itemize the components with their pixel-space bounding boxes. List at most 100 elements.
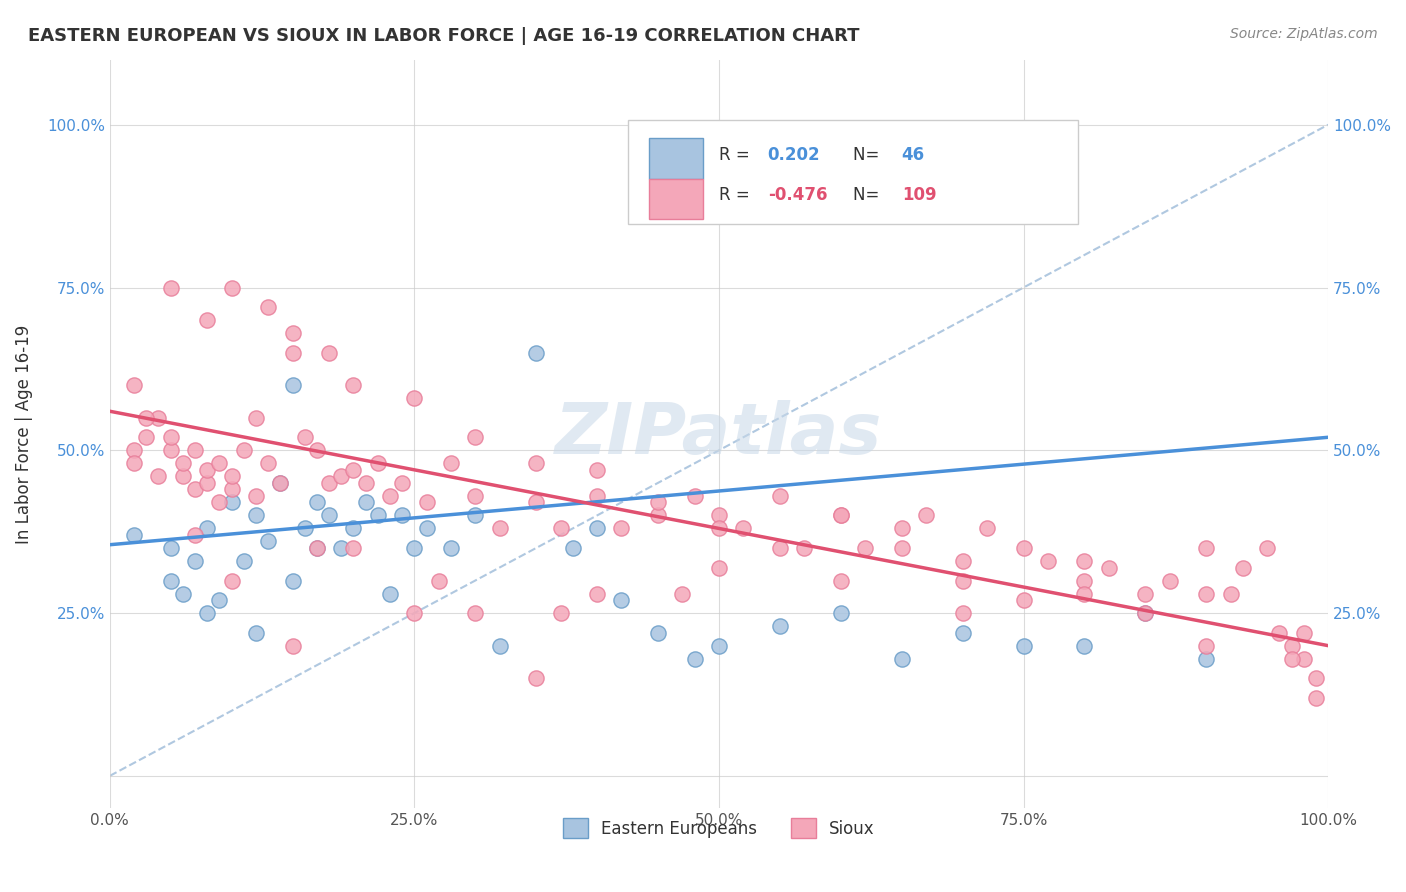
Point [184, 528, 207, 542]
Point [952, 574, 974, 588]
Point [952, 606, 974, 620]
Point [404, 391, 426, 405]
Point [853, 541, 876, 555]
Point [1135, 586, 1157, 600]
Point [148, 410, 170, 425]
Point [427, 574, 450, 588]
Point [733, 521, 755, 535]
Point [1073, 586, 1095, 600]
Point [257, 534, 280, 549]
Point [281, 574, 304, 588]
Point [391, 475, 413, 490]
Point [245, 489, 267, 503]
Point [135, 410, 157, 425]
Point [464, 489, 486, 503]
Text: Source: ZipAtlas.com: Source: ZipAtlas.com [1230, 27, 1378, 41]
Point [586, 521, 609, 535]
Point [976, 521, 998, 535]
Point [184, 443, 207, 458]
Point [208, 593, 231, 607]
Point [159, 541, 181, 555]
Point [221, 280, 243, 294]
Point [404, 606, 426, 620]
Point [159, 574, 181, 588]
Point [952, 625, 974, 640]
Point [610, 521, 633, 535]
Point [135, 430, 157, 444]
Point [221, 483, 243, 497]
Point [464, 430, 486, 444]
Point [1281, 639, 1303, 653]
Point [1195, 651, 1218, 665]
Point [769, 489, 792, 503]
Point [221, 469, 243, 483]
Point [586, 586, 609, 600]
Point [232, 443, 254, 458]
Text: R =: R = [718, 145, 755, 164]
Point [890, 521, 912, 535]
Text: 0.202: 0.202 [768, 145, 820, 164]
Y-axis label: In Labor Force | Age 16-19: In Labor Force | Age 16-19 [15, 325, 32, 543]
Point [404, 541, 426, 555]
Point [122, 528, 145, 542]
Point [122, 456, 145, 470]
Point [524, 345, 547, 359]
Point [1195, 586, 1218, 600]
Point [647, 508, 669, 523]
Point [195, 475, 218, 490]
Point [524, 671, 547, 685]
Point [159, 280, 181, 294]
Point [342, 463, 364, 477]
Point [1012, 593, 1035, 607]
Point [1195, 639, 1218, 653]
Point [1219, 586, 1241, 600]
Point [221, 574, 243, 588]
Point [1159, 574, 1181, 588]
Point [1268, 625, 1291, 640]
Point [1012, 639, 1035, 653]
Point [208, 456, 231, 470]
Point [305, 443, 328, 458]
Point [330, 469, 353, 483]
Point [707, 639, 730, 653]
Point [195, 521, 218, 535]
Point [683, 651, 706, 665]
Point [1036, 554, 1059, 568]
Point [195, 463, 218, 477]
Point [1073, 574, 1095, 588]
Point [524, 456, 547, 470]
Point [281, 326, 304, 340]
Point [305, 541, 328, 555]
Text: N=: N= [853, 186, 884, 204]
Point [488, 639, 510, 653]
Point [610, 593, 633, 607]
Point [195, 606, 218, 620]
Point [257, 456, 280, 470]
Text: EASTERN EUROPEAN VS SIOUX IN LABOR FORCE | AGE 16-19 CORRELATION CHART: EASTERN EUROPEAN VS SIOUX IN LABOR FORCE… [28, 27, 859, 45]
Point [769, 619, 792, 633]
Point [683, 489, 706, 503]
Point [281, 639, 304, 653]
Point [221, 495, 243, 509]
Point [707, 508, 730, 523]
Point [464, 508, 486, 523]
Point [415, 495, 437, 509]
Point [915, 508, 938, 523]
Point [1281, 651, 1303, 665]
Point [232, 554, 254, 568]
Point [1195, 541, 1218, 555]
Point [1305, 671, 1327, 685]
Text: 109: 109 [901, 186, 936, 204]
Point [172, 469, 194, 483]
Point [830, 508, 852, 523]
Point [354, 475, 377, 490]
Point [269, 475, 291, 490]
Point [245, 508, 267, 523]
Point [148, 469, 170, 483]
Point [208, 495, 231, 509]
Point [647, 495, 669, 509]
Point [488, 521, 510, 535]
Point [830, 606, 852, 620]
Point [890, 541, 912, 555]
Point [294, 521, 316, 535]
